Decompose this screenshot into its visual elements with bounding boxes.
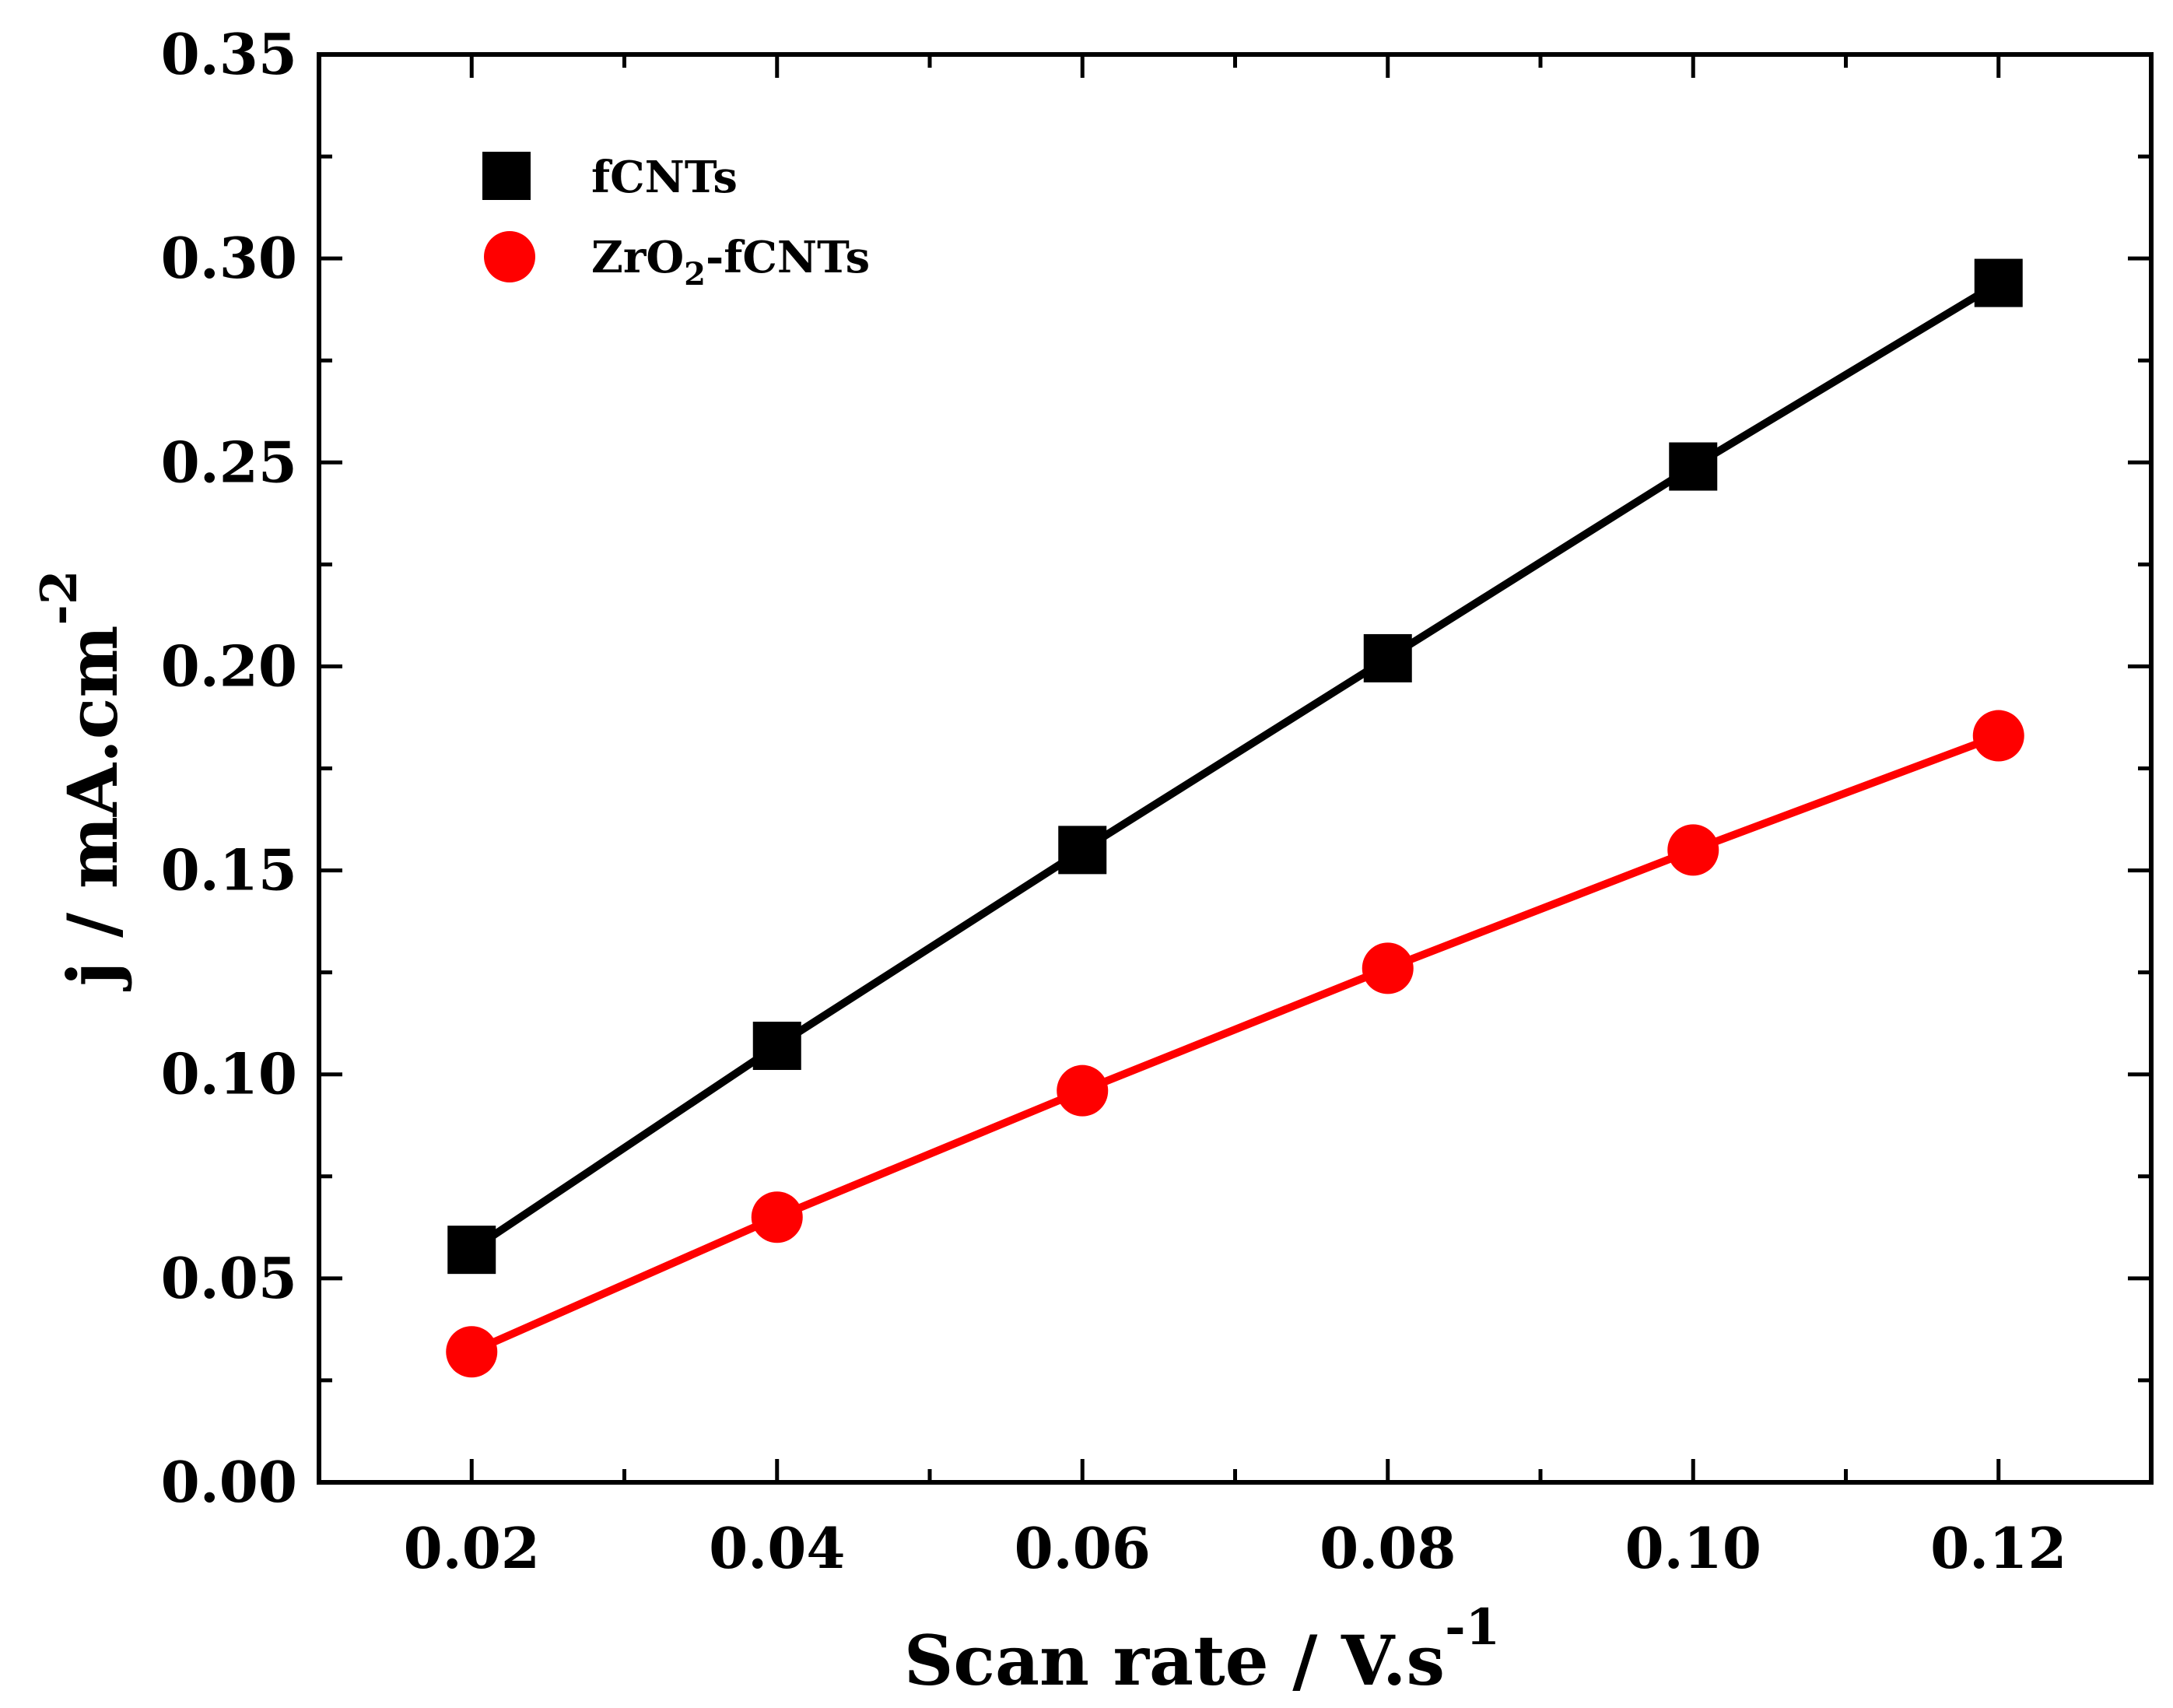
- plot-area: [446, 258, 2024, 1378]
- data-point: [752, 1022, 801, 1071]
- x-tick-label: 0.04: [709, 1515, 845, 1581]
- x-tick-label: 0.08: [1320, 1515, 1456, 1581]
- axis-ticks: 0.02 0.04 0.06 0.08 0.10 0.12 0.00 0.05 0.10 0.15…: [161, 21, 2154, 1581]
- data-point: [1669, 442, 1718, 491]
- x-tick-label: 0.02: [404, 1515, 540, 1581]
- data-point: [447, 1226, 496, 1275]
- series-zro2-fcnts: [446, 710, 2024, 1378]
- data-point: [1363, 633, 1412, 682]
- y-tick-label: 0.30: [161, 225, 297, 291]
- y-tick-label: 0.00: [161, 1449, 297, 1515]
- data-point: [1667, 824, 1719, 876]
- series-fcnts: [447, 258, 2023, 1275]
- x-tick-label: 0.10: [1625, 1515, 1761, 1581]
- y-tick-label: 0.05: [161, 1245, 297, 1311]
- series-line: [470, 731, 2000, 1356]
- legend-label-fcnts: fCNTs: [591, 152, 738, 203]
- legend: fCNTs ZrO2-fCNTs: [482, 152, 870, 293]
- data-point: [446, 1326, 498, 1378]
- y-tick-label: 0.15: [161, 837, 297, 903]
- data-point: [1974, 258, 2023, 307]
- legend-label-zro2-fcnts: ZrO2-fCNTs: [591, 232, 870, 293]
- y-axis-title: j / mA.cm-2: [30, 570, 133, 991]
- y-tick-label: 0.25: [161, 429, 297, 495]
- x-tick-label: 0.12: [1930, 1515, 2066, 1581]
- data-point: [1058, 826, 1107, 875]
- data-point: [1057, 1064, 1109, 1117]
- data-point: [1362, 942, 1414, 994]
- data-point: [751, 1191, 803, 1243]
- y-tick-label: 0.35: [161, 21, 297, 87]
- x-axis-title: Scan rate / V.s-1: [904, 1598, 1500, 1701]
- legend-marker-zro2-fcnts: [484, 231, 535, 282]
- x-tick-label: 0.06: [1015, 1515, 1151, 1581]
- legend-marker-fcnts: [482, 152, 531, 200]
- series-line: [469, 279, 2001, 1254]
- y-tick-label: 0.10: [161, 1041, 297, 1107]
- data-point: [1972, 710, 2024, 762]
- y-tick-label: 0.20: [161, 633, 297, 699]
